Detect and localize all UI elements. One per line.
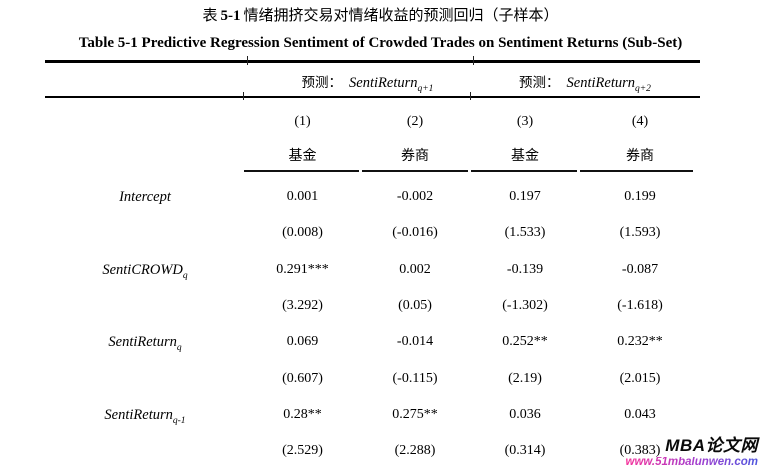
- col-group-1-header: 预测： SentiReturnq+1: [245, 72, 470, 94]
- tstat-row-senticrowd: (3.292) (0.05) (-1.302) (-1.618): [45, 295, 700, 317]
- coef-cell: 0.291***: [276, 262, 329, 277]
- sample-type: 券商: [401, 149, 429, 164]
- empty-cell: [45, 440, 245, 462]
- subheader-rule-segment: [362, 170, 468, 172]
- column-number: (3): [516, 114, 534, 129]
- coef-cell: -0.002: [396, 189, 434, 204]
- empty-cell: [45, 368, 245, 390]
- coef-row-sentireturn-q1: SentiReturnq-1 0.28** 0.275** 0.036 0.04…: [45, 404, 700, 426]
- coef-cell: -0.139: [506, 262, 544, 277]
- tstat-cell: (1.593): [619, 225, 661, 240]
- coef-cell: 0.252**: [502, 334, 548, 349]
- watermark-site-url[interactable]: www.51mbalunwen.com: [625, 456, 759, 468]
- coef-cell: 0.197: [509, 189, 541, 204]
- title-cn-word: 表: [202, 8, 218, 24]
- tstat-cell: (0.607): [282, 371, 323, 386]
- subheader-rule-segment: [244, 170, 359, 172]
- coef-cell: 0.275**: [392, 407, 438, 422]
- coef-cell: 0.232**: [617, 334, 663, 349]
- sample-type: 券商: [626, 149, 654, 164]
- table-top-rule: [45, 60, 700, 63]
- tstat-row-sentireturn-q1: (2.529) (2.288) (0.314) (0.383): [45, 440, 700, 462]
- variable-name: SentiReturnq+1: [349, 75, 434, 94]
- coef-row-senticrowd: SentiCROWDq 0.291*** 0.002 -0.139 -0.087: [45, 259, 700, 281]
- tstat-cell: (0.383): [619, 443, 661, 458]
- empty-cell: [45, 72, 245, 94]
- table-title-chinese: 表 5-1 情绪拥挤交易对情绪收益的预测回归（子样本）: [0, 6, 761, 26]
- tstat-row-intercept: (0.008) (-0.016) (1.533) (1.593): [45, 222, 700, 244]
- col-group-2-header: 预测： SentiReturnq+2: [470, 72, 700, 94]
- tstat-cell: (0.05): [398, 298, 432, 313]
- rule-tick: [247, 56, 248, 65]
- title-cn-text: 情绪拥挤交易对情绪收益的预测回归（子样本）: [243, 8, 559, 24]
- tstat-cell: (0.314): [504, 443, 546, 458]
- predict-label: 预测：: [519, 75, 560, 90]
- sample-type: 基金: [511, 149, 539, 164]
- column-number-row: (1) (2) (3) (4): [45, 111, 700, 133]
- coef-row-intercept: Intercept 0.001 -0.002 0.197 0.199: [45, 186, 700, 208]
- tstat-cell: (2.19): [508, 371, 542, 386]
- tstat-cell: (1.533): [504, 225, 546, 240]
- column-number: (2): [406, 114, 424, 129]
- row-label: SentiCROWDq: [102, 262, 188, 281]
- rule-tick: [470, 92, 471, 100]
- table-title-english: Table 5-1 Predictive Regression Sentimen…: [78, 35, 683, 51]
- coef-cell: 0.002: [399, 262, 431, 277]
- empty-cell: [45, 222, 245, 244]
- variable-name: SentiReturnq+2: [566, 75, 651, 94]
- coef-cell: 0.069: [286, 334, 319, 349]
- coef-cell: 0.036: [509, 407, 541, 422]
- title-cn-number: 5-1: [220, 8, 241, 24]
- watermark-site-name: MBA论文网: [665, 436, 758, 455]
- tstat-cell: (2.015): [619, 371, 661, 386]
- subheader-rule-segment: [580, 170, 693, 172]
- rule-tick: [473, 56, 474, 65]
- column-group-header-row: 预测： SentiReturnq+1 预测： SentiReturnq+2: [45, 72, 700, 94]
- column-number: (1): [294, 114, 311, 129]
- coef-cell: -0.087: [621, 262, 659, 277]
- column-sample-row: 基金 券商 基金 券商: [45, 146, 700, 168]
- coef-cell: 0.28**: [283, 407, 322, 422]
- tstat-cell: (2.288): [394, 443, 436, 458]
- tstat-cell: (-0.115): [392, 371, 438, 386]
- subheader-rule-segment: [471, 170, 577, 172]
- tstat-cell: (-1.302): [502, 298, 548, 313]
- coef-cell: 0.001: [286, 189, 319, 204]
- tstat-cell: (0.008): [282, 225, 323, 240]
- table-header-rule: [45, 96, 700, 98]
- row-label: SentiReturnq: [108, 334, 182, 353]
- coef-row-sentireturn-q: SentiReturnq 0.069 -0.014 0.252** 0.232*…: [45, 331, 700, 353]
- empty-cell: [45, 111, 245, 133]
- rule-tick: [243, 92, 244, 100]
- column-number: (4): [631, 114, 649, 129]
- predict-label: 预测：: [301, 75, 343, 90]
- row-label: Intercept: [119, 189, 171, 205]
- sample-type: 基金: [288, 149, 317, 164]
- tstat-cell: (3.292): [282, 298, 323, 313]
- tstat-cell: (-1.618): [617, 298, 663, 313]
- tstat-cell: (2.529): [282, 443, 323, 458]
- tstat-row-sentireturn-q: (0.607) (-0.115) (2.19) (2.015): [45, 368, 700, 390]
- tstat-cell: (-0.016): [392, 225, 438, 240]
- coef-cell: 0.043: [624, 407, 656, 422]
- row-label: SentiReturnq-1: [104, 407, 186, 426]
- coef-cell: 0.199: [624, 189, 656, 204]
- coef-cell: -0.014: [396, 334, 434, 349]
- empty-cell: [45, 295, 245, 317]
- empty-cell: [45, 146, 245, 168]
- site-watermark: MBA论文网 www.51mbalunwen.com: [626, 437, 759, 469]
